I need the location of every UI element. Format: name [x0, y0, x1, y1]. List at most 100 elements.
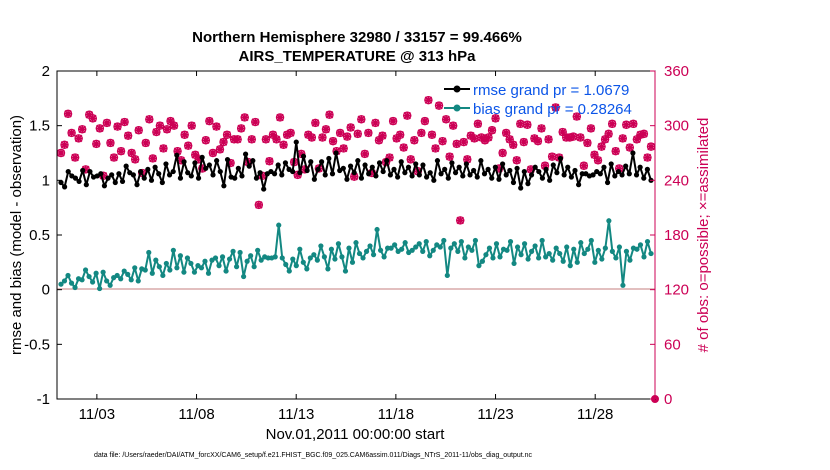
series-point: [319, 159, 325, 165]
series-point: [489, 175, 495, 181]
series-point: [507, 167, 513, 174]
series-point: [188, 173, 194, 179]
series-point: [346, 245, 352, 251]
obs-assimilated-point: [170, 121, 179, 130]
series-point: [116, 171, 122, 177]
series-point: [251, 264, 257, 270]
y-left-tick-label: 0.5: [29, 227, 50, 244]
series-point: [107, 282, 113, 288]
series-point: [170, 247, 176, 253]
series-point: [460, 173, 466, 179]
legend-bias-marker: [453, 104, 461, 112]
obs-assimilated-point: [586, 124, 595, 133]
series-point: [615, 168, 622, 175]
series-point: [326, 155, 332, 162]
series-point: [184, 255, 191, 261]
obs-assimilated-point: [321, 125, 330, 134]
series-point: [300, 259, 306, 265]
series-point: [430, 247, 436, 253]
obs-assimilated-point: [604, 129, 613, 138]
series-point: [134, 182, 140, 188]
series-point: [588, 237, 594, 244]
series-point: [72, 175, 79, 181]
series-point: [142, 267, 148, 273]
series-point: [608, 161, 614, 167]
obs-assimilated-point: [283, 130, 292, 139]
obs-assimilated-point: [615, 164, 624, 173]
obs-assimilated-point: [403, 111, 412, 120]
obs-assimilated-point: [237, 124, 246, 133]
series-point: [423, 238, 429, 245]
obs-assimilated-point: [611, 147, 620, 156]
series-point: [503, 172, 509, 178]
y-left-tick-label: -0.5: [24, 336, 50, 353]
series-point: [413, 161, 419, 167]
series-point: [448, 245, 454, 251]
series-point: [271, 171, 278, 177]
series-point: [479, 258, 486, 264]
series-point: [340, 165, 346, 171]
series-point: [349, 259, 356, 265]
series-point: [434, 158, 441, 164]
series-point: [511, 260, 517, 267]
obs-assimilated-point: [519, 138, 528, 147]
series-point: [351, 170, 357, 176]
series-point: [543, 254, 549, 260]
obs-assimilated-point: [336, 128, 345, 137]
series-point: [206, 162, 212, 168]
series-point: [633, 172, 640, 178]
series-point: [565, 164, 571, 170]
series-point: [214, 158, 220, 164]
obs-assimilated-point: [396, 130, 405, 139]
series-point: [648, 250, 654, 257]
obs-assimilated-point: [572, 112, 581, 121]
series-point: [311, 176, 317, 182]
obs-assimilated-point: [435, 101, 444, 110]
series-point: [246, 163, 252, 169]
obs-assimilated-point: [180, 130, 189, 139]
series-point: [72, 284, 78, 291]
obs-assimilated-point: [297, 149, 306, 158]
series-point: [474, 174, 480, 180]
series-point: [465, 244, 471, 250]
plot-area: [57, 71, 655, 399]
series-point: [152, 164, 158, 170]
series-point: [634, 246, 640, 252]
rmse-series: [58, 139, 654, 192]
series-point: [104, 278, 110, 284]
series-point: [409, 247, 415, 253]
obs-assimilated-point: [417, 128, 426, 137]
obs-assimilated-point: [208, 149, 217, 157]
series-point: [442, 166, 448, 172]
obs-assimilated-point: [399, 143, 408, 152]
series-point: [199, 154, 205, 160]
series-point: [492, 164, 498, 170]
series-point: [525, 181, 531, 187]
series-point: [253, 175, 260, 181]
x-tick-label: 11/23: [477, 406, 513, 423]
series-point: [623, 163, 629, 169]
obs-assimilated-point: [109, 153, 118, 162]
series-point: [174, 152, 180, 158]
obs-assimilated-point: [124, 131, 133, 140]
obs-assimilated-point: [215, 145, 224, 154]
bias-series: [58, 218, 654, 292]
obs-assimilated-point: [406, 155, 415, 164]
series-point: [258, 257, 264, 263]
series-point: [128, 277, 134, 283]
series-point: [557, 250, 563, 257]
series-point: [490, 255, 496, 261]
obs-assimilated-point: [357, 115, 366, 124]
series-point: [381, 254, 387, 260]
series-point: [293, 139, 299, 145]
series-point: [241, 273, 247, 280]
series-point: [61, 278, 68, 284]
obs-assimilated-point: [166, 117, 175, 126]
series-point: [205, 270, 212, 276]
series-point: [367, 243, 373, 249]
series-point: [105, 175, 111, 181]
series-point: [257, 170, 263, 176]
obs-assimilated-point: [498, 149, 507, 157]
series-point: [325, 266, 331, 272]
obs-assimilated-point: [533, 137, 542, 146]
